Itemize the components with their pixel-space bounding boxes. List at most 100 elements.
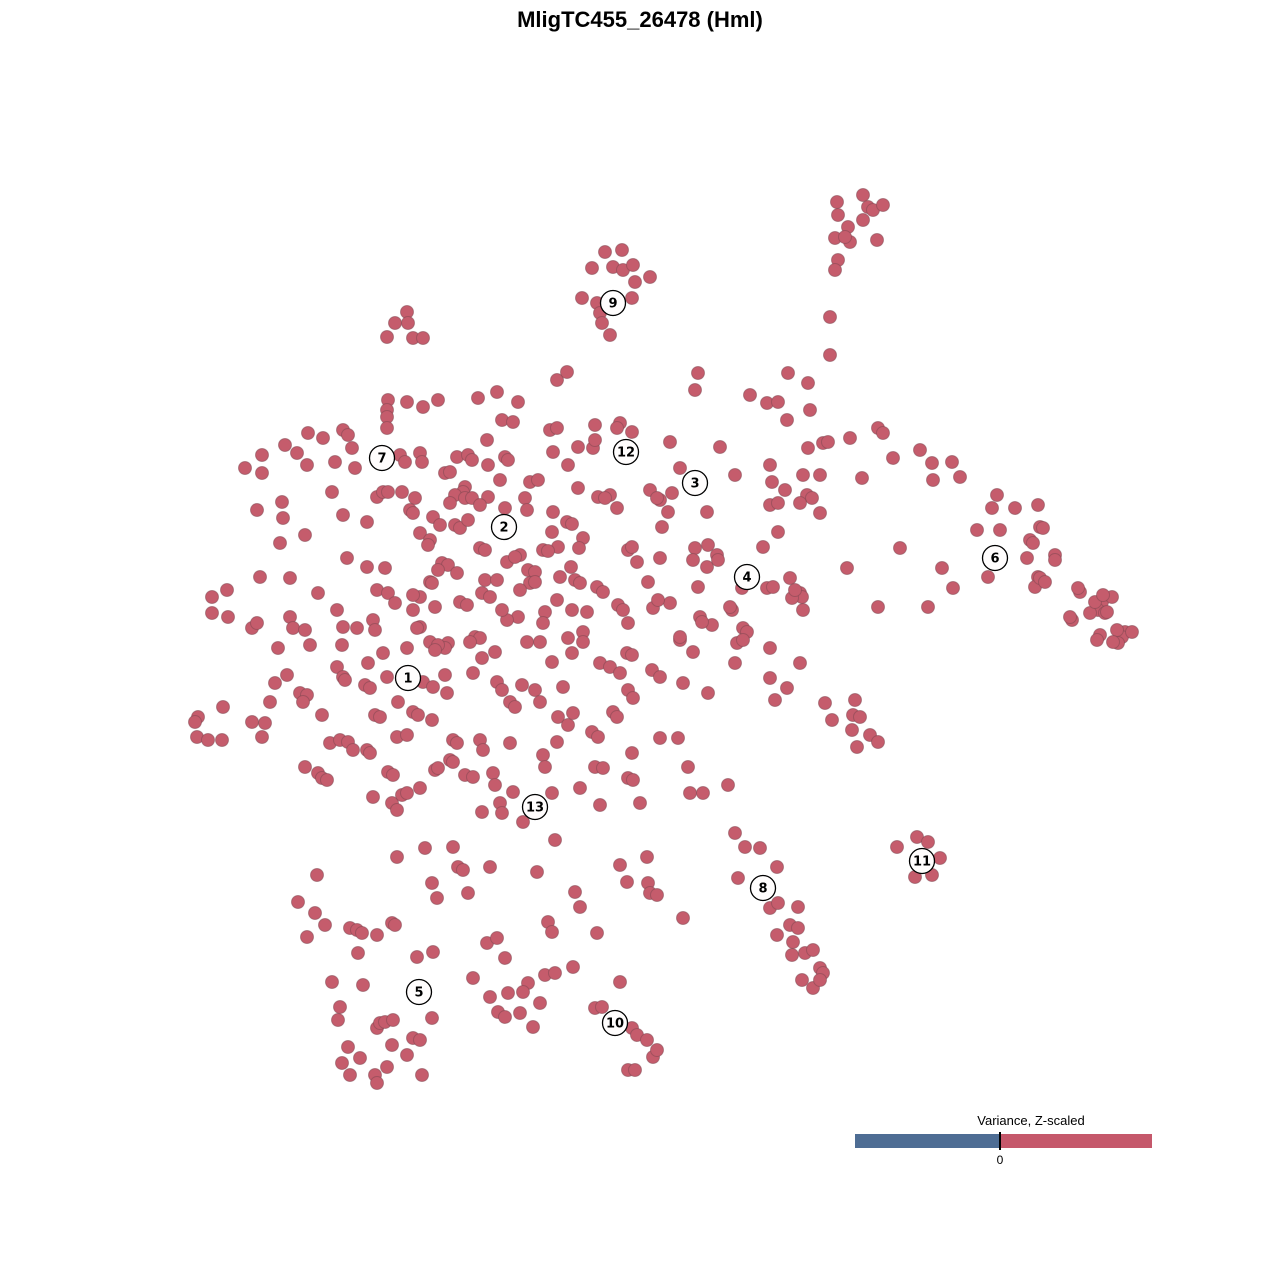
data-point [613, 975, 627, 989]
data-point [805, 491, 819, 505]
data-point [303, 638, 317, 652]
data-point [620, 875, 634, 889]
data-point [673, 461, 687, 475]
data-point [380, 421, 394, 435]
data-point [603, 328, 617, 342]
data-point [686, 645, 700, 659]
data-point [796, 603, 810, 617]
data-point [780, 413, 794, 427]
data-point [778, 483, 792, 497]
data-point [391, 695, 405, 709]
data-point [385, 1038, 399, 1052]
data-point [728, 826, 742, 840]
data-point [298, 528, 312, 542]
cluster-label-circle [394, 664, 422, 692]
data-point [348, 461, 362, 475]
data-point [550, 735, 564, 749]
data-point [506, 415, 520, 429]
data-point [461, 513, 475, 527]
data-point [528, 575, 542, 589]
data-point [258, 716, 272, 730]
data-point [401, 316, 415, 330]
data-point [450, 566, 464, 580]
data-point [545, 525, 559, 539]
data-point [588, 418, 602, 432]
data-point [985, 501, 999, 515]
data-point [308, 906, 322, 920]
cluster-label-circle [981, 544, 1009, 572]
data-point [813, 973, 827, 987]
data-point [691, 580, 705, 594]
cluster-label-6: 6 [981, 544, 1009, 572]
data-point [263, 695, 277, 709]
data-point [853, 710, 867, 724]
cluster-label-2: 2 [490, 513, 518, 541]
data-point [506, 785, 520, 799]
data-point [856, 188, 870, 202]
data-point [533, 635, 547, 649]
data-point [700, 505, 714, 519]
data-point [346, 743, 360, 757]
data-point [343, 1068, 357, 1082]
data-point [921, 600, 935, 614]
data-point [573, 576, 587, 590]
cluster-label-number: 7 [377, 452, 386, 467]
data-point [580, 605, 594, 619]
data-point [613, 858, 627, 872]
data-point [796, 468, 810, 482]
data-point [548, 833, 562, 847]
data-point [498, 951, 512, 965]
data-point [333, 1000, 347, 1014]
data-point [571, 440, 585, 454]
data-point [641, 575, 655, 589]
data-point [536, 616, 550, 630]
data-point [711, 553, 725, 567]
data-point [513, 583, 527, 597]
data-point [825, 713, 839, 727]
data-point [701, 686, 715, 700]
data-point [466, 770, 480, 784]
cluster-label-9: 9 [599, 289, 627, 317]
data-point [290, 446, 304, 460]
data-point [331, 1013, 345, 1027]
data-point [848, 693, 862, 707]
data-point [410, 950, 424, 964]
data-point [823, 310, 837, 324]
data-point [921, 835, 935, 849]
data-point [575, 291, 589, 305]
data-point [696, 786, 710, 800]
data-point [843, 431, 857, 445]
data-point [736, 633, 750, 647]
data-point [380, 330, 394, 344]
legend: Variance, Z-scaled 0 [855, 1113, 1152, 1167]
data-point [801, 376, 815, 390]
data-point [431, 761, 445, 775]
data-point [360, 515, 374, 529]
data-point [1048, 553, 1062, 567]
data-point [653, 551, 667, 565]
data-point [871, 735, 885, 749]
data-point [438, 668, 452, 682]
cluster-label-number: 11 [913, 855, 931, 870]
data-point [1096, 588, 1110, 602]
data-point [766, 580, 780, 594]
data-point [481, 458, 495, 472]
data-point [406, 506, 420, 520]
data-point [471, 391, 485, 405]
cluster-label-circle [599, 289, 627, 317]
data-point [380, 670, 394, 684]
data-point [626, 773, 640, 787]
data-point [970, 523, 984, 537]
data-point [413, 526, 427, 540]
data-point [565, 603, 579, 617]
data-point [625, 746, 639, 760]
data-point [300, 930, 314, 944]
data-point [345, 441, 359, 455]
data-point [416, 400, 430, 414]
data-point [545, 786, 559, 800]
data-point [625, 540, 639, 554]
data-point [298, 623, 312, 637]
data-point [483, 990, 497, 1004]
data-point [771, 395, 785, 409]
